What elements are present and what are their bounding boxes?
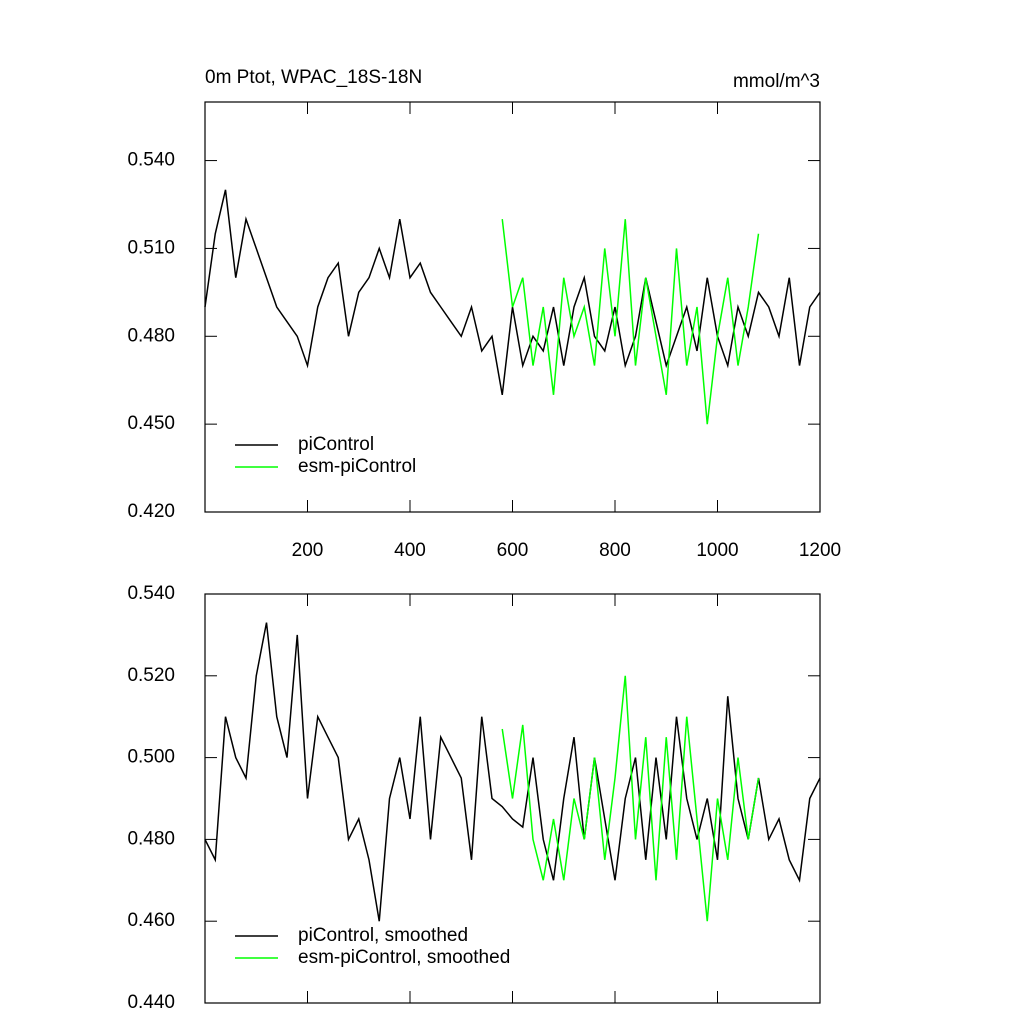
data-line: [204, 622, 821, 922]
chart-title: 0m Ptot, WPAC_18S-18N: [205, 67, 422, 88]
y-tick-label: 0.460: [127, 910, 175, 931]
legend-label: piControl, smoothed: [298, 925, 468, 946]
x-tick-label: 1200: [799, 540, 841, 561]
x-tick-label: 200: [292, 540, 324, 561]
y-tick-label: 0.510: [127, 237, 175, 258]
x-tick-label: 600: [497, 540, 529, 561]
y-tick-label: 0.440: [127, 992, 175, 1013]
legend-label: esm-piControl, smoothed: [298, 947, 510, 968]
data-line: [501, 675, 760, 922]
y-tick-label: 0.500: [127, 747, 175, 768]
data-line: [204, 189, 821, 395]
y-tick-label: 0.540: [127, 583, 175, 604]
y-tick-label: 0.420: [127, 501, 175, 522]
x-tick-label: 800: [599, 540, 631, 561]
legend-label: esm-piControl: [298, 456, 416, 477]
data-line: [501, 219, 760, 425]
y-tick-label: 0.540: [127, 150, 175, 171]
y-tick-label: 0.520: [127, 665, 175, 686]
units-label: mmol/m^3: [733, 71, 820, 92]
x-tick-label: 400: [394, 540, 426, 561]
x-tick-label: 1000: [696, 540, 738, 561]
y-tick-label: 0.450: [127, 413, 175, 434]
legend-label: piControl: [298, 434, 374, 455]
y-tick-label: 0.480: [127, 828, 175, 849]
y-tick-label: 0.480: [127, 325, 175, 346]
